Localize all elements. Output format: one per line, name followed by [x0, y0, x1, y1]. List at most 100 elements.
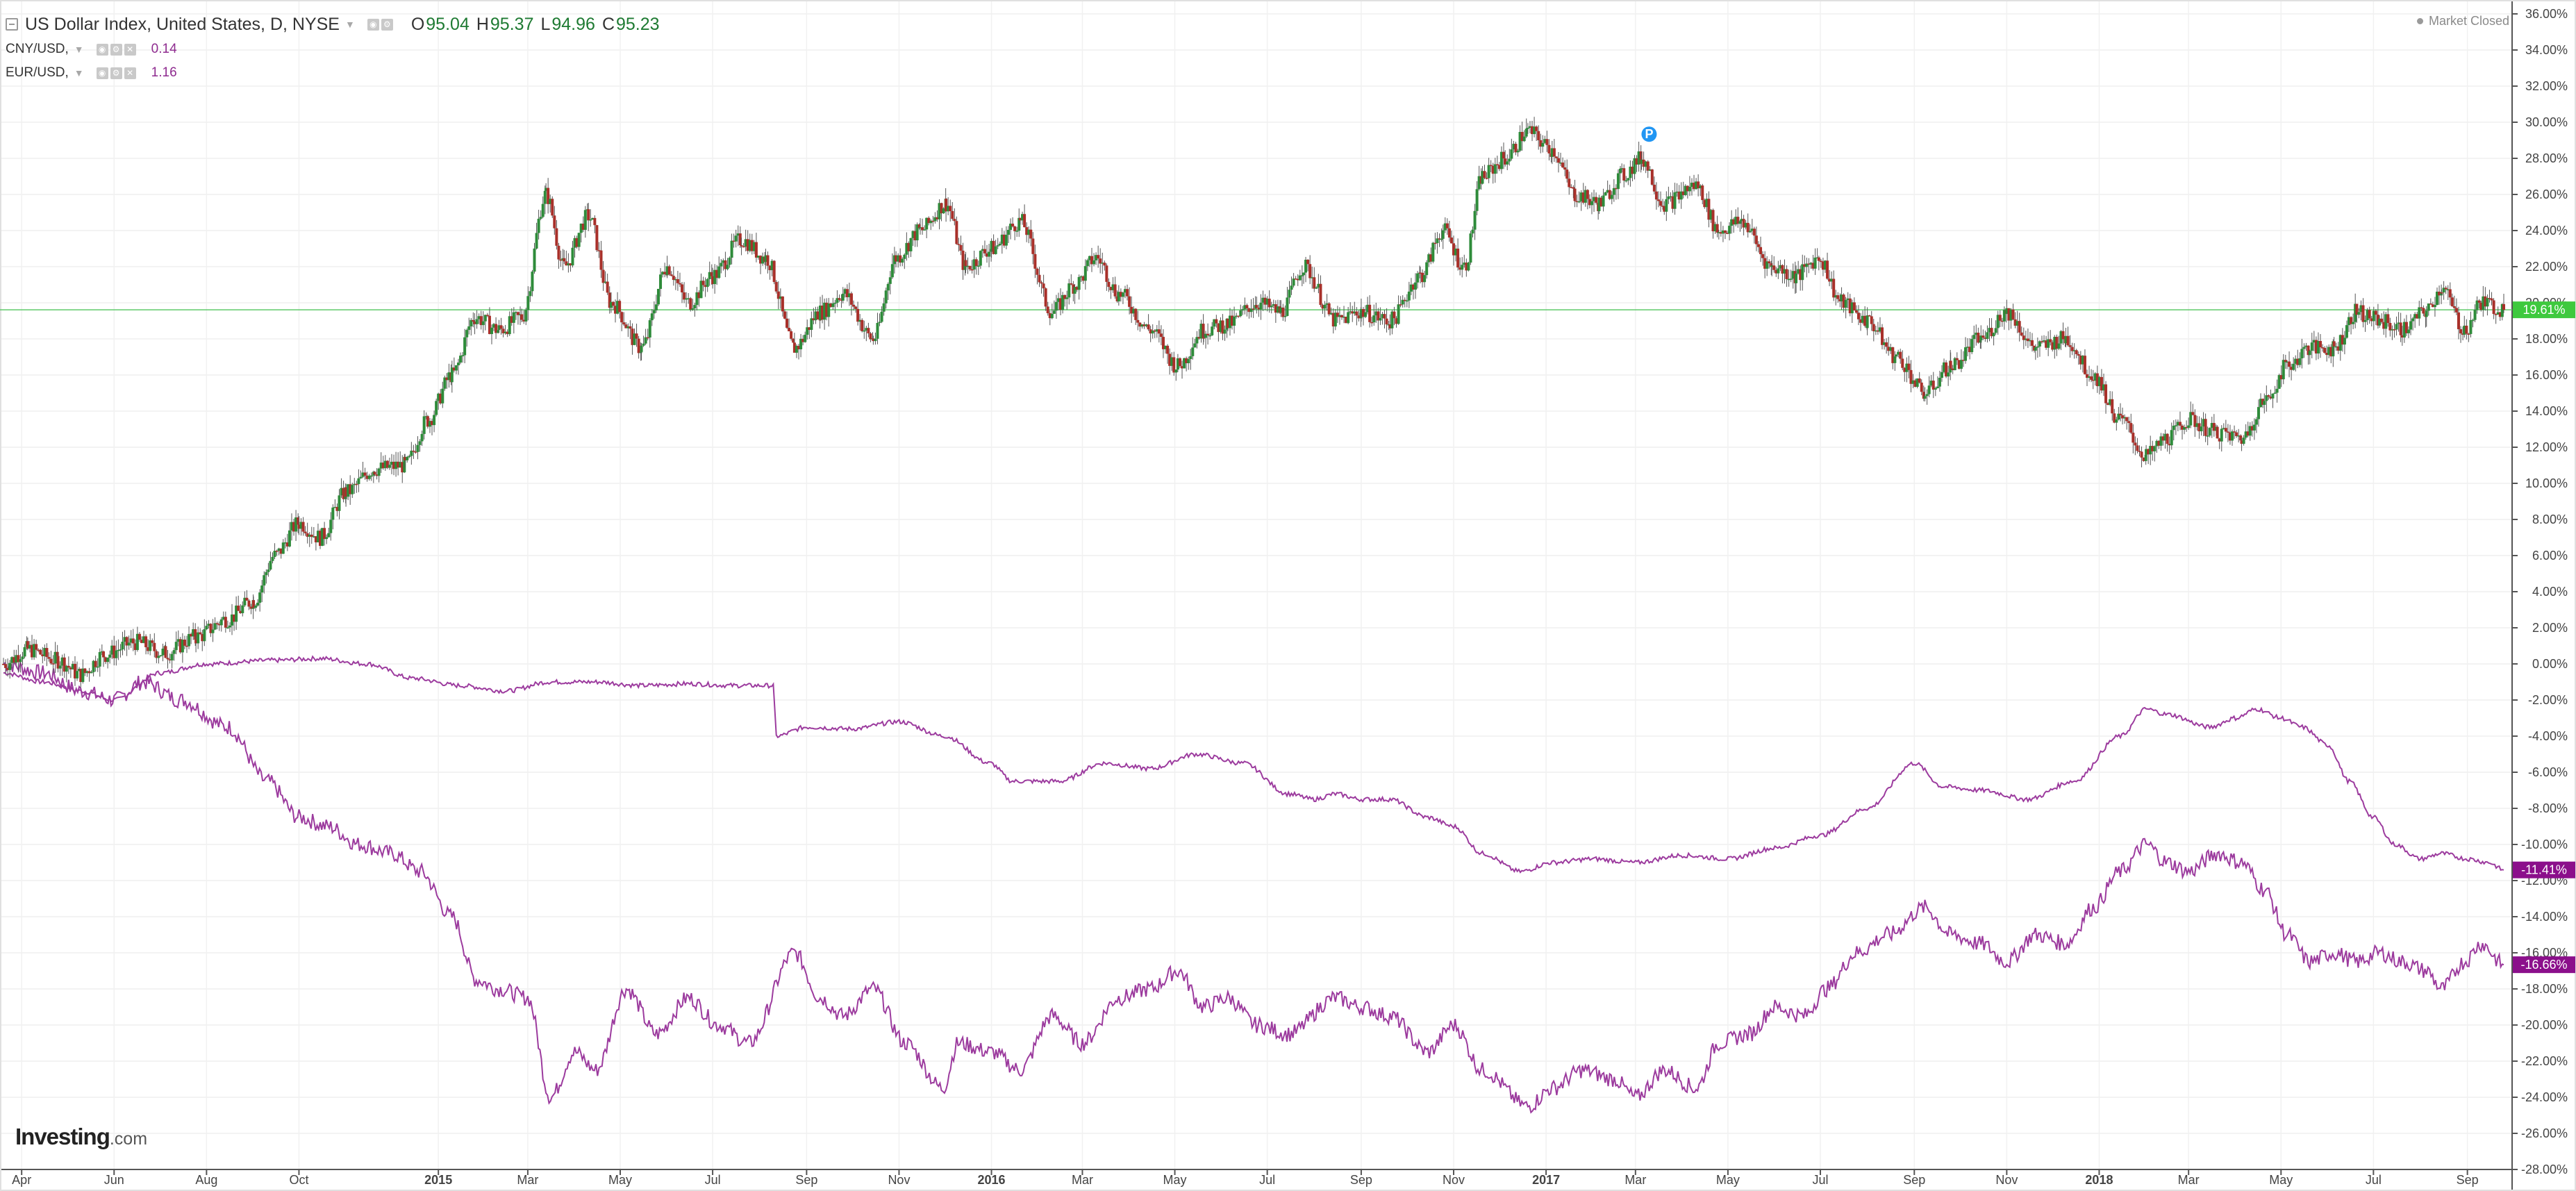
close-icon[interactable]: ✕: [124, 67, 136, 79]
candle: [23, 644, 26, 659]
candle: [1861, 310, 1865, 325]
candle: [1097, 245, 1100, 268]
candle-body: [1738, 221, 1742, 224]
candle-body: [375, 474, 379, 476]
close-icon[interactable]: ✕: [124, 43, 136, 56]
candle: [2013, 312, 2017, 328]
candle-body: [2500, 303, 2504, 317]
candle-body: [2117, 413, 2120, 420]
candle: [1889, 343, 1893, 354]
candle-body: [1927, 385, 1931, 394]
market-status-label: Market Closed: [2428, 14, 2509, 28]
candle: [1951, 365, 1954, 374]
collapse-legend-icon[interactable]: [6, 18, 18, 31]
legend-main-row[interactable]: US Dollar Index, United States, D, NYSE …: [6, 11, 660, 38]
eye-icon[interactable]: ◉: [96, 67, 108, 79]
candle-body: [467, 326, 471, 331]
candle: [2024, 331, 2027, 347]
candle: [1183, 358, 1186, 369]
candle: [1052, 300, 1056, 314]
candle-body: [1922, 392, 1925, 399]
candle-body: [2005, 308, 2009, 314]
candle: [2484, 287, 2487, 311]
candle-body: [2018, 321, 2021, 333]
candle-body: [2450, 297, 2454, 306]
candle: [1669, 192, 1672, 202]
legend-eur-row[interactable]: EUR/USD, ▼ ◉ ⚙ ✕ 1.16: [6, 61, 660, 85]
settings-icon[interactable]: ⚙: [110, 67, 122, 79]
candle: [1411, 283, 1415, 300]
eye-icon[interactable]: ◉: [96, 43, 108, 56]
candle: [865, 326, 868, 342]
candle-body: [1940, 372, 1943, 378]
candle-body: [2252, 424, 2256, 431]
legend-cny-row[interactable]: CNY/USD, ▼ ◉ ⚙ ✕ 0.14: [6, 38, 660, 61]
candle-body: [1189, 356, 1193, 360]
candle-body: [571, 247, 574, 266]
candle: [1475, 181, 1479, 216]
candle-body: [1075, 287, 1079, 290]
candle: [695, 287, 699, 311]
candle: [730, 233, 733, 265]
candle: [279, 548, 283, 559]
chevron-down-icon[interactable]: ▼: [74, 44, 84, 55]
candle-body: [351, 485, 354, 494]
candle-body: [567, 263, 570, 266]
candle: [2425, 306, 2428, 327]
candle-body: [1059, 298, 1063, 310]
candle: [1235, 313, 1238, 319]
candle-body: [353, 483, 356, 485]
candle-body: [2332, 341, 2335, 357]
eye-icon[interactable]: ◉: [367, 18, 379, 31]
candle-body: [2302, 347, 2306, 349]
candle-body: [1650, 169, 1654, 185]
candle-body: [1145, 324, 1148, 326]
candle-body: [1475, 189, 1479, 211]
candle-body: [654, 304, 658, 310]
candle: [2136, 438, 2139, 453]
settings-icon[interactable]: ⚙: [110, 43, 122, 56]
candle: [1726, 231, 1729, 235]
candle: [1701, 183, 1704, 205]
candle: [172, 647, 176, 661]
candle: [2498, 311, 2502, 321]
settings-icon[interactable]: ⚙: [381, 18, 393, 31]
candle: [2380, 313, 2384, 324]
chevron-down-icon[interactable]: ▼: [344, 19, 355, 30]
candle-body: [249, 606, 253, 609]
candle-body: [456, 363, 460, 366]
candle: [2492, 298, 2495, 319]
candle: [1353, 301, 1356, 316]
candle: [2149, 435, 2152, 465]
candle-body: [531, 272, 534, 292]
chevron-down-icon[interactable]: ▼: [74, 67, 84, 78]
candle: [618, 299, 622, 319]
candle-body: [304, 531, 307, 533]
candle: [281, 539, 285, 554]
candle: [577, 233, 581, 251]
candle-body: [1550, 148, 1554, 157]
candle: [624, 322, 628, 328]
candle: [1656, 191, 1660, 208]
candle-body: [2059, 331, 2063, 344]
candle: [1629, 160, 1632, 187]
candle: [39, 649, 42, 656]
candle: [8, 660, 12, 679]
candle-body: [808, 327, 811, 331]
candle: [1155, 324, 1158, 338]
candle: [1537, 125, 1540, 150]
candle-body: [205, 626, 208, 630]
candle: [2228, 424, 2232, 445]
candle-body: [748, 240, 751, 251]
candle: [1642, 151, 1645, 171]
candle: [1801, 254, 1804, 291]
candle-body: [936, 217, 939, 219]
candle-body: [874, 338, 877, 342]
candle-body: [1033, 253, 1037, 269]
candle-body: [1117, 292, 1120, 301]
candle-body: [1372, 315, 1376, 323]
candle-body: [1579, 192, 1583, 201]
candle: [1740, 210, 1743, 229]
candle: [1787, 269, 1790, 287]
